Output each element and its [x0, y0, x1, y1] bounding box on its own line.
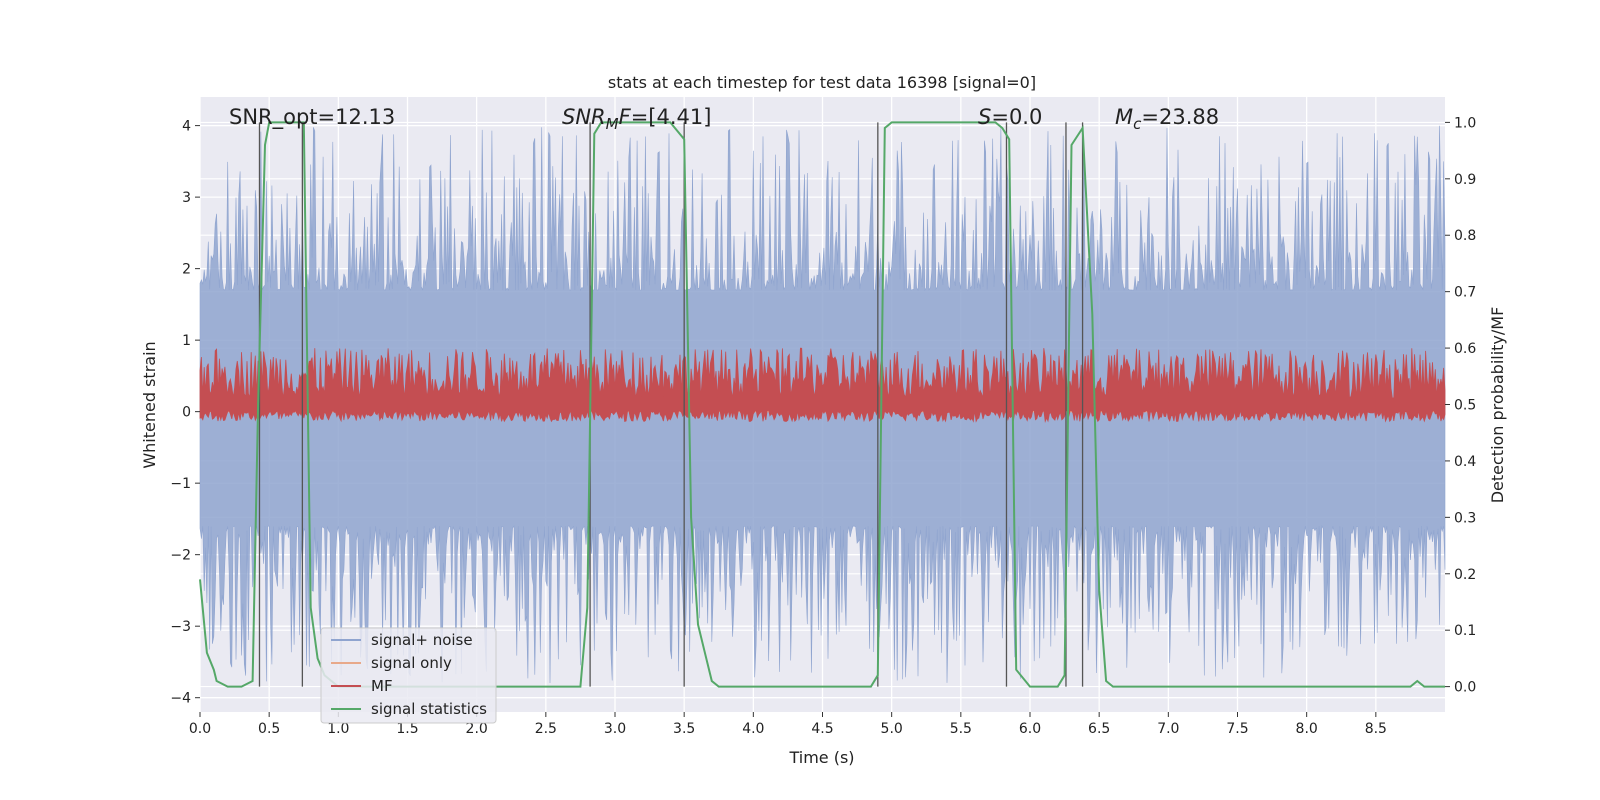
- y2-axis-label: Detection probability/MF: [1488, 307, 1507, 504]
- x-tick-label: 7.5: [1226, 721, 1248, 737]
- y-axis-label: Whitened strain: [140, 341, 159, 468]
- annotation-mc-sub: c: [1133, 115, 1142, 133]
- y2-tick-label: 0.3: [1454, 510, 1476, 526]
- x-tick-label: 4.5: [811, 721, 833, 737]
- y-axis-left: 4 3 2 1 0 −1 −2 −3 −4: [170, 119, 200, 707]
- x-tick-label: 6.0: [1019, 721, 1041, 737]
- y-tick-label: −3: [170, 619, 191, 635]
- y-tick-label: 4: [182, 119, 191, 135]
- x-tick-label: 1.0: [327, 721, 349, 737]
- annotation-snr-mf: SNRMF=[4.41]: [562, 105, 711, 133]
- chart-title: stats at each timestep for test data 163…: [608, 73, 1036, 92]
- mf-band: [199, 347, 1446, 423]
- y2-tick-label: 1.0: [1454, 115, 1476, 131]
- annotation-s-value: =0.0: [991, 105, 1042, 129]
- annotation-snr-opt: SNR_opt=12.13: [229, 105, 395, 130]
- y-tick-label: 0: [182, 405, 191, 421]
- x-tick-label: 3.0: [604, 721, 626, 737]
- vertical-markers: [258, 122, 1084, 687]
- x-tick-label: 5.0: [881, 721, 903, 737]
- x-tick-label: 8.5: [1365, 721, 1387, 737]
- annotation-snr-mf-value: =[4.41]: [631, 105, 712, 129]
- y-tick-label: −1: [170, 476, 191, 492]
- y2-tick-label: 0.9: [1454, 172, 1476, 188]
- y2-tick-label: 0.4: [1454, 454, 1476, 470]
- annotation-snr-mf-main: SNR: [562, 105, 606, 129]
- x-tick-label: 8.0: [1296, 721, 1318, 737]
- annotation-mc-main: M: [1115, 105, 1133, 129]
- x-tick-label: 0.5: [258, 721, 280, 737]
- y-tick-label: 2: [182, 262, 191, 278]
- y2-tick-label: 0.6: [1454, 341, 1476, 357]
- x-tick-label: 2.0: [466, 721, 488, 737]
- legend-label-signal-noise: signal+ noise: [371, 631, 473, 649]
- x-axis: 0.0 0.5 1.0 1.5 2.0 2.5 3.0 3.5 4.0 4.5 5.0 5.5 6.0 6…: [189, 712, 1387, 737]
- annotation-mc-value: =23.88: [1141, 105, 1219, 129]
- annotation-mc: Mc=23.88: [1115, 105, 1219, 133]
- y2-tick-label: 0.2: [1454, 567, 1476, 583]
- x-tick-label: 7.0: [1157, 721, 1179, 737]
- legend-label-signal-only: signal only: [371, 654, 452, 672]
- x-tick-label: 5.5: [950, 721, 972, 737]
- series-signal-statistics: [199, 121, 1445, 688]
- annotation-s-main: S: [978, 105, 991, 129]
- y-tick-label: 3: [182, 190, 191, 206]
- y2-tick-label: 0.8: [1454, 228, 1476, 244]
- legend-box: [320, 627, 497, 724]
- annotation-snr-mf-sub: M: [606, 115, 619, 133]
- y2-tick-label: 0.0: [1454, 680, 1476, 696]
- x-tick-label: 1.5: [396, 721, 418, 737]
- y2-tick-label: 0.7: [1454, 285, 1476, 301]
- y2-tick-label: 0.1: [1454, 623, 1476, 639]
- x-tick-label: 4.0: [742, 721, 764, 737]
- y-axis-right: 1.0 0.9 0.8 0.7 0.6 0.5 0.4 0.3 0.2 0.1 0.0: [1445, 115, 1476, 696]
- legend-label-signal-statistics: signal statistics: [371, 700, 487, 718]
- x-axis-label: Time (s): [788, 748, 854, 767]
- y-tick-label: −4: [170, 691, 191, 707]
- annotation-s: S=0.0: [978, 105, 1042, 129]
- y2-tick-label: 0.5: [1454, 398, 1476, 414]
- signal-statistics-line: [199, 121, 1445, 688]
- annotation-snr-mf-f: F: [619, 105, 632, 129]
- legend: signal+ noise signal only MF signal stat…: [320, 627, 497, 724]
- x-tick-label: 6.5: [1088, 721, 1110, 737]
- legend-label-mf: MF: [371, 677, 393, 695]
- series-mf: [199, 347, 1446, 423]
- x-tick-label: 0.0: [189, 721, 211, 737]
- x-tick-label: 2.5: [535, 721, 557, 737]
- x-tick-label: 3.5: [673, 721, 695, 737]
- y-tick-label: 1: [182, 333, 191, 349]
- y-tick-label: −2: [170, 548, 191, 564]
